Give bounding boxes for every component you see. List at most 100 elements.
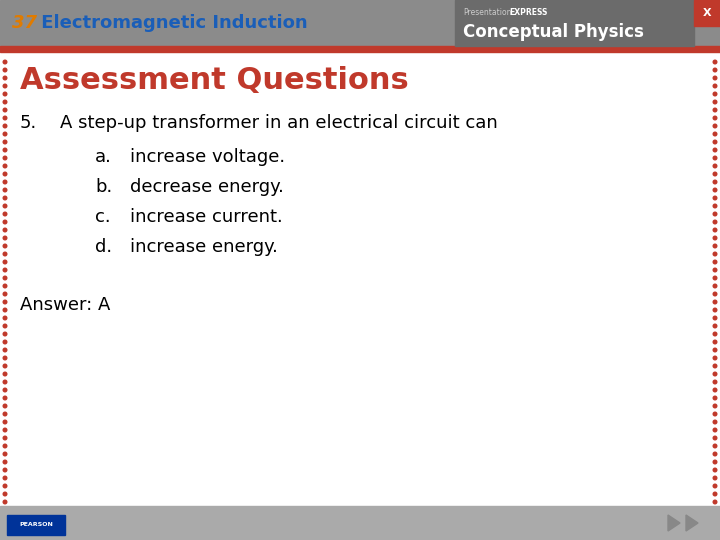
Circle shape (3, 180, 6, 184)
Text: a.: a. (95, 148, 112, 166)
Text: Presentation: Presentation (463, 9, 511, 17)
Circle shape (714, 164, 717, 168)
Circle shape (714, 476, 717, 480)
Circle shape (714, 84, 717, 88)
Circle shape (714, 228, 717, 232)
Circle shape (3, 228, 6, 232)
Circle shape (714, 196, 717, 200)
Circle shape (714, 284, 717, 288)
Circle shape (714, 332, 717, 336)
Text: Assessment Questions: Assessment Questions (20, 66, 409, 95)
Circle shape (3, 156, 6, 160)
Circle shape (714, 276, 717, 280)
Circle shape (3, 124, 6, 128)
Circle shape (3, 132, 6, 136)
Circle shape (3, 116, 6, 120)
Circle shape (3, 196, 6, 200)
Bar (0, 0, 720, 46)
Bar (694, 0, 720, 26)
Circle shape (714, 132, 717, 136)
Circle shape (3, 68, 6, 72)
Text: increase energy.: increase energy. (130, 238, 278, 256)
Bar (10, 52, 710, 506)
Circle shape (714, 268, 717, 272)
Circle shape (3, 420, 6, 424)
Circle shape (714, 260, 717, 264)
Circle shape (714, 372, 717, 376)
Circle shape (3, 204, 6, 208)
Circle shape (714, 60, 717, 64)
Circle shape (714, 212, 717, 216)
Text: X: X (703, 8, 711, 18)
Circle shape (3, 412, 6, 416)
Polygon shape (668, 515, 680, 531)
Circle shape (714, 300, 717, 304)
Circle shape (3, 484, 6, 488)
Circle shape (714, 420, 717, 424)
Circle shape (714, 396, 717, 400)
Circle shape (3, 460, 6, 464)
Circle shape (714, 428, 717, 432)
Circle shape (714, 180, 717, 184)
Bar (455, 0, 694, 46)
Circle shape (3, 452, 6, 456)
Circle shape (714, 92, 717, 96)
Circle shape (714, 364, 717, 368)
Text: increase voltage.: increase voltage. (130, 148, 285, 166)
Text: increase current.: increase current. (130, 208, 283, 226)
Circle shape (3, 324, 6, 328)
Circle shape (3, 444, 6, 448)
Circle shape (3, 388, 6, 392)
Circle shape (3, 212, 6, 216)
Circle shape (714, 380, 717, 384)
Text: A step-up transformer in an electrical circuit can: A step-up transformer in an electrical c… (60, 114, 498, 132)
Circle shape (3, 500, 6, 504)
Circle shape (714, 452, 717, 456)
Circle shape (714, 116, 717, 120)
Circle shape (714, 388, 717, 392)
Circle shape (714, 444, 717, 448)
Circle shape (3, 292, 6, 296)
Circle shape (3, 316, 6, 320)
Circle shape (3, 348, 6, 352)
Circle shape (3, 100, 6, 104)
Text: c.: c. (95, 208, 111, 226)
Circle shape (3, 92, 6, 96)
Bar (0, 46, 720, 52)
Text: Answer: A: Answer: A (20, 296, 110, 314)
Circle shape (714, 124, 717, 128)
Text: PEARSON: PEARSON (19, 523, 53, 528)
Circle shape (714, 404, 717, 408)
Circle shape (3, 492, 6, 496)
Circle shape (714, 316, 717, 320)
Text: decrease energy.: decrease energy. (130, 178, 284, 196)
Circle shape (3, 172, 6, 176)
Text: d.: d. (95, 238, 112, 256)
Text: EXPRESS: EXPRESS (509, 9, 547, 17)
Text: b.: b. (95, 178, 112, 196)
Circle shape (3, 84, 6, 88)
Circle shape (3, 244, 6, 248)
Circle shape (3, 252, 6, 256)
Circle shape (714, 68, 717, 72)
Circle shape (714, 156, 717, 160)
Circle shape (3, 372, 6, 376)
Circle shape (714, 436, 717, 440)
Circle shape (3, 340, 6, 344)
Circle shape (714, 172, 717, 176)
Bar (7, 515, 65, 535)
Circle shape (3, 148, 6, 152)
Circle shape (714, 204, 717, 208)
Circle shape (714, 324, 717, 328)
Circle shape (3, 356, 6, 360)
Circle shape (714, 500, 717, 504)
Circle shape (3, 436, 6, 440)
Circle shape (3, 332, 6, 336)
Circle shape (3, 380, 6, 384)
Circle shape (714, 292, 717, 296)
Circle shape (3, 476, 6, 480)
Circle shape (3, 268, 6, 272)
Circle shape (3, 76, 6, 80)
Circle shape (714, 140, 717, 144)
Circle shape (714, 356, 717, 360)
